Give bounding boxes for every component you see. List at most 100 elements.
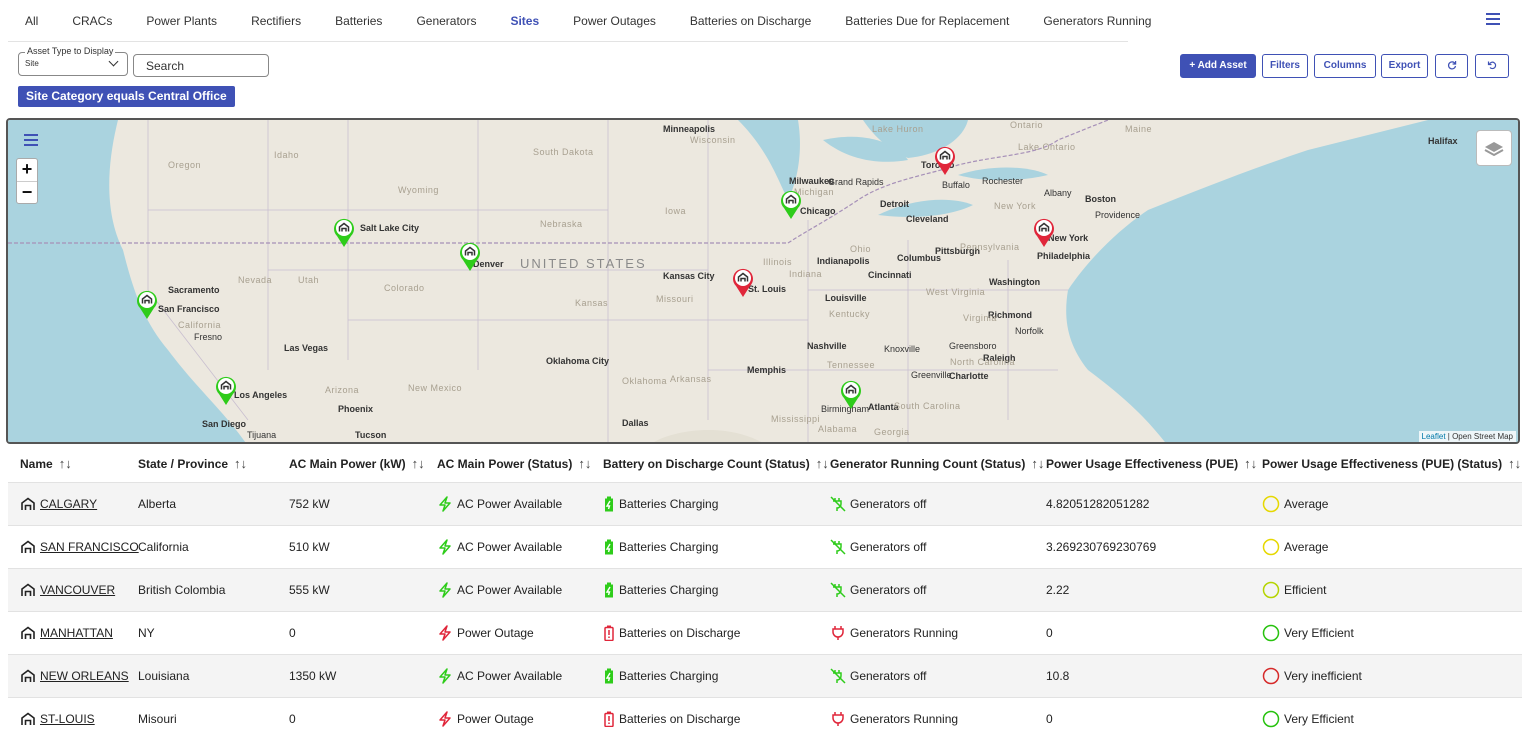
site-link[interactable]: NEW ORLEANS xyxy=(40,669,129,683)
tab-generators[interactable]: Generators xyxy=(416,13,477,28)
table-row[interactable]: CALGARY Alberta 752 kW AC Power Availabl… xyxy=(8,482,1522,525)
table-row[interactable]: NEW ORLEANS Louisiana 1350 kW AC Power A… xyxy=(8,654,1522,697)
osm-link[interactable]: Open Street Map xyxy=(1452,432,1513,441)
leaflet-link[interactable]: Leaflet xyxy=(1421,432,1446,441)
site-link[interactable]: VANCOUVER xyxy=(40,583,116,597)
region-label: Maine xyxy=(1125,124,1153,134)
sort-icon[interactable]: ↑↓ xyxy=(1244,456,1258,471)
zoom-out-button[interactable]: − xyxy=(17,181,37,203)
city-label: Minneapolis xyxy=(663,124,716,134)
site-marker-denver[interactable] xyxy=(458,240,482,272)
table-row[interactable]: SAN FRANCISCO California 510 kW AC Power… xyxy=(8,525,1522,568)
city-label: Tijuana xyxy=(247,430,277,440)
filters-button[interactable]: Filters xyxy=(1262,54,1308,78)
region-label: Kentucky xyxy=(829,309,871,319)
attribution-separator: | xyxy=(1445,432,1453,441)
house-icon xyxy=(21,669,35,682)
generator-off-icon xyxy=(830,668,846,684)
tab-batteries[interactable]: Batteries xyxy=(335,13,383,28)
site-marker-los-angeles[interactable] xyxy=(214,374,238,406)
map-pin-icon xyxy=(1034,218,1054,247)
column-header[interactable]: Power Usage Effectiveness (PUE) ↑↓ xyxy=(1046,456,1262,471)
filter-chip[interactable]: Site Category equals Central Office xyxy=(18,86,235,107)
generator-off-icon xyxy=(830,539,846,555)
table-header: Name ↑↓ State / Province ↑↓ AC Main Power (k… xyxy=(8,445,1522,482)
region-label: Illinois xyxy=(763,257,793,267)
ac-power-cell: 752 kW xyxy=(289,497,330,511)
column-header-label: AC Main Power (Status) xyxy=(437,456,573,471)
site-marker-toronto[interactable] xyxy=(933,144,957,176)
site-link[interactable]: SAN FRANCISCO xyxy=(40,540,139,554)
table-row[interactable]: VANCOUVER British Colombia 555 kW AC Pow… xyxy=(8,568,1522,611)
map-menu-icon[interactable] xyxy=(24,134,38,149)
house-icon xyxy=(21,497,35,510)
region-label: Wyoming xyxy=(398,185,439,195)
site-link[interactable]: ST-LOUIS xyxy=(40,712,95,726)
site-marker-atlanta[interactable] xyxy=(839,378,863,410)
search-input[interactable] xyxy=(133,54,269,77)
city-label: Atlanta xyxy=(868,402,899,412)
asset-type-select[interactable]: Asset Type to Display Site xyxy=(18,46,128,76)
site-name-cell: MANHATTAN xyxy=(8,626,138,640)
tab-rectifiers[interactable]: Rectifiers xyxy=(251,13,302,28)
tab-batteries-due-for-replacement[interactable]: Batteries Due for Replacement xyxy=(845,13,1010,28)
city-label: Rochester xyxy=(982,176,1024,186)
site-marker-chicago[interactable] xyxy=(779,188,803,220)
sites-map[interactable]: + − Minneapolis Milwaukee Grand Rapids Detr… xyxy=(6,118,1520,444)
tab-power-plants[interactable]: Power Plants xyxy=(146,13,218,28)
tab-power-outages[interactable]: Power Outages xyxy=(573,13,656,28)
zoom-in-button[interactable]: + xyxy=(21,159,33,179)
generator-off-icon xyxy=(830,496,846,512)
tab-all[interactable]: All xyxy=(25,13,39,28)
tab-generators-running[interactable]: Generators Running xyxy=(1043,13,1152,28)
region-label: Iowa xyxy=(665,206,687,216)
column-header-label: Battery on Discharge Count (Status) xyxy=(603,456,810,471)
sort-icon[interactable]: ↑↓ xyxy=(1031,456,1045,471)
export-button[interactable]: Export xyxy=(1381,54,1428,78)
table-row[interactable]: ST-LOUIS Misouri 0 Power Outage Batterie… xyxy=(8,697,1522,740)
site-marker-st-louis[interactable] xyxy=(731,266,755,298)
column-header-label: State / Province xyxy=(138,456,229,471)
tab-sites[interactable]: Sites xyxy=(510,13,540,28)
generator-status-cell: Generators Running xyxy=(830,711,1046,727)
pue-cell: 4.82051282051282 xyxy=(1046,497,1150,511)
city-label: Washington xyxy=(989,277,1041,287)
sort-icon[interactable]: ↑↓ xyxy=(815,456,829,471)
site-link[interactable]: CALGARY xyxy=(40,497,98,511)
sites-table: Name ↑↓ State / Province ↑↓ AC Main Power (k… xyxy=(8,445,1522,740)
sort-icon[interactable]: ↑↓ xyxy=(411,456,425,471)
sort-icon[interactable]: ↑↓ xyxy=(1508,456,1522,471)
reset-button[interactable] xyxy=(1475,54,1509,78)
ac-status-label: Power Outage xyxy=(457,626,534,640)
column-header[interactable]: State / Province ↑↓ xyxy=(138,456,289,471)
column-header[interactable]: Battery on Discharge Count (Status) ↑↓ xyxy=(603,456,830,471)
column-header[interactable]: Power Usage Effectiveness (PUE) (Status)… xyxy=(1262,456,1522,471)
site-marker-salt-lake-city[interactable] xyxy=(332,216,356,248)
site-link[interactable]: MANHATTAN xyxy=(40,626,113,640)
sort-icon[interactable]: ↑↓ xyxy=(58,456,72,471)
city-label: New York xyxy=(1048,233,1089,243)
add-asset-button[interactable]: + Add Asset xyxy=(1180,54,1256,78)
layers-button[interactable] xyxy=(1476,130,1512,166)
tab-cracs[interactable]: CRACs xyxy=(72,13,113,28)
sort-icon[interactable]: ↑↓ xyxy=(234,456,248,471)
table-row[interactable]: MANHATTAN NY 0 Power Outage Batteries on… xyxy=(8,611,1522,654)
column-header[interactable]: AC Main Power (Status) ↑↓ xyxy=(437,456,603,471)
site-marker-san-francisco[interactable] xyxy=(135,288,159,320)
region-label: Nevada xyxy=(238,275,273,285)
column-header[interactable]: Name ↑↓ xyxy=(8,456,138,471)
asset-type-label: Asset Type to Display xyxy=(25,46,116,56)
city-label: Louisville xyxy=(825,293,867,303)
menu-icon[interactable] xyxy=(1486,13,1500,27)
power-available-icon xyxy=(439,496,451,512)
city-label: Denver xyxy=(473,259,504,269)
site-marker-new-york[interactable] xyxy=(1032,216,1056,248)
table-body: CALGARY Alberta 752 kW AC Power Availabl… xyxy=(8,482,1522,740)
sort-icon[interactable]: ↑↓ xyxy=(578,456,592,471)
column-header[interactable]: Generator Running Count (Status) ↑↓ xyxy=(830,456,1046,471)
city-label: Toronto xyxy=(921,160,955,170)
column-header[interactable]: AC Main Power (kW) ↑↓ xyxy=(289,456,437,471)
tab-batteries-on-discharge[interactable]: Batteries on Discharge xyxy=(689,13,812,28)
columns-button[interactable]: Columns xyxy=(1314,54,1376,78)
refresh-button[interactable] xyxy=(1435,54,1468,78)
